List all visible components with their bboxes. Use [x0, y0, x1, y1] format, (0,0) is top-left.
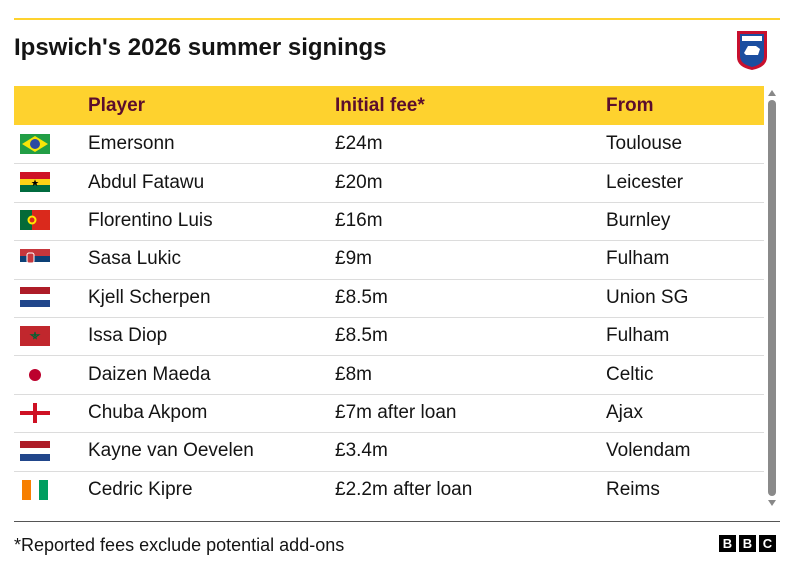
flag-ghana: [20, 172, 50, 192]
from-club: Celtic: [606, 363, 654, 385]
player-name: Kayne van Oevelen: [88, 440, 254, 462]
row-separator: [14, 470, 764, 472]
footnote: *Reported fees exclude potential add-ons: [14, 535, 345, 555]
initial-fee: £9m: [335, 248, 372, 270]
from-club: Reims: [606, 478, 660, 500]
initial-fee: £8.5m: [335, 325, 388, 347]
row-separator: [14, 278, 764, 280]
column-header: Player: [88, 95, 146, 116]
row-separator: [14, 432, 764, 434]
flag-serbia: [20, 249, 50, 269]
top-rule: [14, 18, 780, 20]
from-club: Union SG: [606, 286, 689, 308]
player-name: Chuba Akpom: [88, 402, 208, 423]
player-name: Kjell Scherpen: [88, 286, 211, 308]
column-header: From: [606, 95, 654, 116]
row-separator: [14, 393, 764, 395]
row-separator: [14, 355, 764, 357]
flag-netherlands: [20, 441, 50, 461]
row-separator: [14, 163, 764, 165]
flag-portugal: [20, 210, 50, 230]
flag-england: [20, 403, 50, 423]
bbc-logo-letter: C: [759, 535, 776, 552]
initial-fee: £24m: [335, 133, 383, 155]
bottom-rule: [14, 521, 780, 522]
initial-fee: £2.2m after loan: [335, 478, 473, 500]
flag-netherlands: [20, 287, 50, 307]
column-header: Initial fee*: [335, 95, 425, 116]
player-name: Sasa Lukic: [88, 248, 181, 270]
from-club: Ajax: [606, 402, 643, 423]
row-separator: [14, 240, 764, 242]
initial-fee: £8m: [335, 363, 372, 385]
initial-fee: £16m: [335, 210, 383, 231]
bbc-logo-letter: B: [739, 535, 756, 552]
flag-japan: [20, 365, 50, 385]
club-crest: [737, 31, 767, 70]
player-name: Daizen Maeda: [88, 363, 211, 385]
flags: [20, 134, 50, 500]
from-club: Leicester: [606, 171, 684, 193]
player-name: Abdul Fatawu: [88, 171, 205, 193]
initial-fee: £20m: [335, 171, 383, 193]
player-name: Cedric Kipre: [88, 478, 193, 500]
table-header: Player Initial fee* From: [14, 86, 764, 125]
row-separator: [14, 201, 764, 203]
from-club: Burnley: [606, 210, 671, 231]
row-separator: [14, 317, 764, 318]
player-name: Emersonn: [88, 133, 175, 155]
initial-fee: £8.5m: [335, 286, 388, 308]
scrollbar[interactable]: [766, 88, 778, 508]
player-name: Issa Diop: [88, 325, 168, 347]
flag-morocco: [20, 326, 50, 346]
flag-brazil: [20, 134, 50, 154]
player-name: Florentino Luis: [88, 210, 213, 231]
initial-fee: £3.4m: [335, 440, 388, 462]
from-club: Toulouse: [606, 133, 683, 155]
from-club: Fulham: [606, 248, 670, 270]
from-club: Volendam: [606, 440, 691, 462]
flag-ivory-coast: [22, 480, 48, 500]
initial-fee: £7m after loan: [335, 402, 457, 423]
from-club: Fulham: [606, 325, 670, 347]
title: Ipswich's 2026 summer signings: [14, 34, 387, 61]
bbc-logo-letter: B: [719, 535, 736, 552]
